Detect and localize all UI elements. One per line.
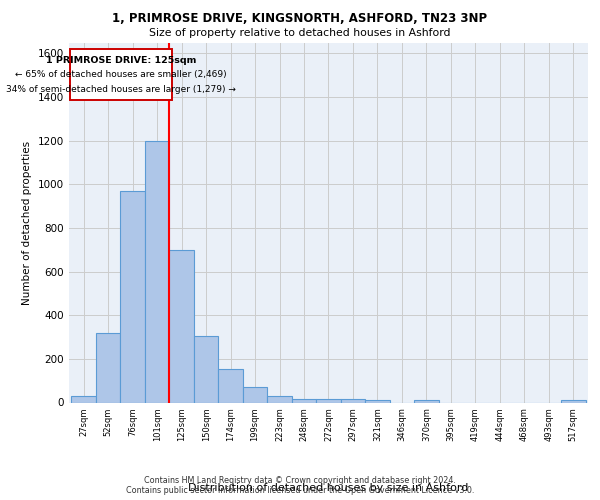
Bar [267, 396, 292, 402]
Y-axis label: Number of detached properties: Number of detached properties [22, 140, 32, 304]
Bar [121, 191, 145, 402]
Bar [561, 400, 586, 402]
Bar [169, 250, 194, 402]
Bar [414, 400, 439, 402]
Text: Size of property relative to detached houses in Ashford: Size of property relative to detached ho… [149, 28, 451, 38]
Text: 34% of semi-detached houses are larger (1,279) →: 34% of semi-detached houses are larger (… [6, 84, 236, 94]
Bar [96, 332, 121, 402]
Bar [316, 399, 341, 402]
Bar [218, 368, 243, 402]
Bar [341, 399, 365, 402]
Text: ← 65% of detached houses are smaller (2,469): ← 65% of detached houses are smaller (2,… [15, 70, 227, 79]
Bar [292, 398, 316, 402]
Bar [243, 387, 267, 402]
Text: 1, PRIMROSE DRIVE, KINGSNORTH, ASHFORD, TN23 3NP: 1, PRIMROSE DRIVE, KINGSNORTH, ASHFORD, … [112, 12, 488, 26]
Bar [365, 400, 390, 402]
Bar [71, 396, 96, 402]
Bar [145, 140, 169, 402]
X-axis label: Distribution of detached houses by size in Ashford: Distribution of detached houses by size … [188, 483, 469, 493]
Text: 1 PRIMROSE DRIVE: 125sqm: 1 PRIMROSE DRIVE: 125sqm [46, 56, 196, 65]
Bar [194, 336, 218, 402]
Text: Contains HM Land Registry data © Crown copyright and database right 2024.
Contai: Contains HM Land Registry data © Crown c… [126, 476, 474, 495]
FancyBboxPatch shape [70, 49, 172, 100]
